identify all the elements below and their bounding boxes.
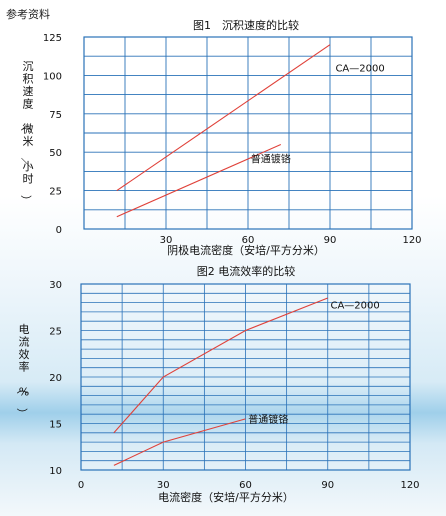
x-tick-label: 120 bbox=[402, 235, 421, 246]
page-header-label: 参考资料 bbox=[6, 8, 50, 21]
x-tick-label: 30 bbox=[157, 480, 170, 491]
x-axis-label: 阴极电流密度（安培/平方分米） bbox=[167, 243, 325, 257]
series-label-1: CA—2000 bbox=[330, 300, 379, 311]
x-tick-label: 0 bbox=[78, 480, 84, 491]
y-tick-label: 100 bbox=[43, 71, 62, 82]
x-tick-label: 90 bbox=[324, 235, 337, 246]
series-line-1 bbox=[116, 44, 331, 192]
series-line-1 bbox=[113, 297, 328, 434]
chart-title: 图1 沉积速度的比较 bbox=[193, 18, 299, 32]
series-label-2: 普通镀铬 bbox=[248, 413, 288, 426]
x-tick-label: 30 bbox=[160, 235, 173, 246]
x-tick-label: 60 bbox=[242, 235, 255, 246]
x-tick-label: 90 bbox=[321, 480, 334, 491]
chart-1: 图1 沉积速度的比较 30 60 90 120 0 25 50 75 100 125 阴极电流密度（安… bbox=[20, 18, 422, 257]
y-axis-label: 电流效率（%） bbox=[16, 323, 30, 419]
y-tick-label: 15 bbox=[49, 420, 62, 431]
y-tick-label: 25 bbox=[49, 327, 62, 338]
series-line-2 bbox=[116, 144, 282, 218]
x-tick-label: 60 bbox=[239, 480, 252, 491]
y-tick-label: 30 bbox=[49, 280, 62, 291]
y-tick-label: 0 bbox=[56, 225, 62, 236]
y-tick-label: 20 bbox=[49, 373, 62, 384]
x-axis-label: 电流密度（安培/平方分米） bbox=[158, 490, 294, 504]
series-line-2 bbox=[113, 418, 246, 466]
y-tick-label: 75 bbox=[49, 110, 62, 121]
y-tick-label: 50 bbox=[49, 148, 62, 159]
chart-title: 图2 电流效率的比较 bbox=[197, 264, 296, 278]
y-tick-label: 125 bbox=[43, 33, 62, 44]
series-label-2: 普通镀铬 bbox=[251, 152, 291, 165]
y-tick-label: 25 bbox=[49, 187, 62, 198]
x-tick-label: 120 bbox=[400, 480, 419, 491]
y-axis-label: 沉积速度（微米／小时） bbox=[20, 60, 34, 206]
series-label-1: CA—2000 bbox=[335, 64, 384, 75]
y-tick-label: 10 bbox=[49, 466, 62, 477]
